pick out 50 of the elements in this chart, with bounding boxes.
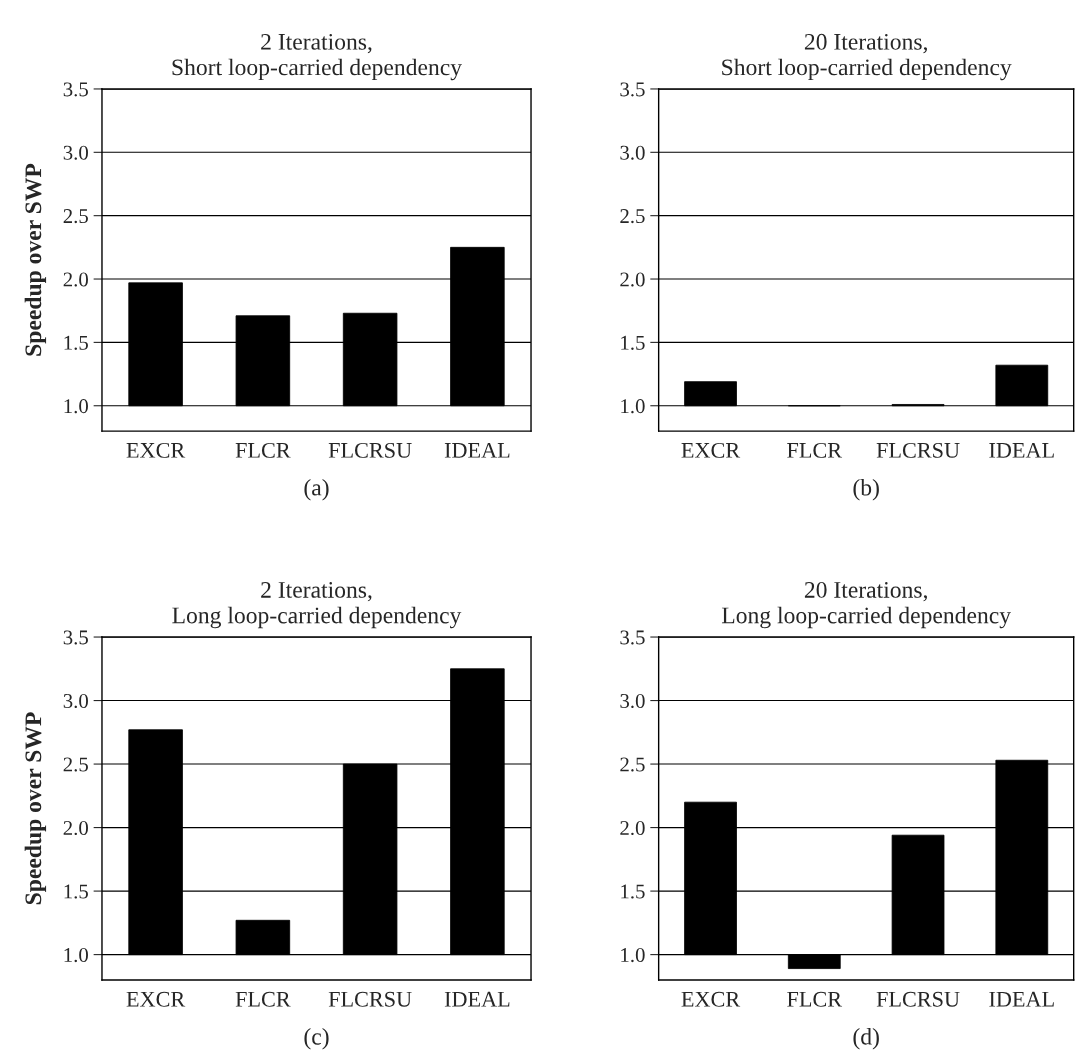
x-tick-label: EXCR xyxy=(126,991,186,1007)
y-tick-label: 3.5 xyxy=(63,82,88,97)
chart-title: 20 Iterations, Short loop-carried dependency xyxy=(722,33,1012,81)
x-tick-label: FLCRSU xyxy=(876,442,960,458)
x-tick-label: IDEAL xyxy=(989,442,1054,458)
y-tick-label: 2.5 xyxy=(63,757,88,772)
x-tick-label: FLCR xyxy=(787,442,843,458)
y-axis-title: Speedup over SWP xyxy=(24,712,47,905)
chart-title: 20 Iterations, Long loop-carried dependency xyxy=(721,581,1011,629)
y-tick-label: 2.0 xyxy=(620,820,645,836)
y-tick-label: 1.0 xyxy=(64,399,88,414)
x-tick-label: EXCR xyxy=(681,991,741,1007)
x-tick-label: EXCR xyxy=(681,442,741,458)
x-tick-label: IDEAL xyxy=(444,442,510,458)
y-tick-label: 1.0 xyxy=(621,399,645,414)
x-tick-label: FLCRSU xyxy=(328,991,412,1007)
text: (b) xyxy=(853,478,879,501)
y-tick-label: 1.5 xyxy=(621,884,645,899)
y-tick-label: 1.5 xyxy=(621,335,645,350)
y-tick-label: 3.0 xyxy=(63,693,88,709)
chart-title: 2 Iterations, Long loop-carried dependency xyxy=(172,582,462,629)
x-tick-label: FLCRSU xyxy=(328,442,412,458)
y-tick-label: 2.5 xyxy=(63,209,88,224)
y-tick-label: 2.0 xyxy=(63,820,88,836)
x-tick-label: IDEAL xyxy=(444,991,510,1007)
y-tick-label: 3.0 xyxy=(620,693,645,709)
y-tick-label: 1.5 xyxy=(64,884,88,899)
y-tick-label: 2.0 xyxy=(620,272,645,287)
y-tick-label: 2.0 xyxy=(63,272,88,287)
x-tick-label: FLCR xyxy=(235,991,291,1007)
y-tick-label: 3.0 xyxy=(63,145,88,160)
x-tick-label: FLCR xyxy=(787,991,843,1007)
x-tick-label: FLCRSU xyxy=(876,991,960,1007)
x-tick-label: IDEAL xyxy=(989,991,1054,1007)
y-tick-label: 3.5 xyxy=(620,82,645,97)
text: (a) xyxy=(304,478,329,501)
y-tick-label: 1.0 xyxy=(621,947,645,963)
y-axis-title: Speedup over SWP xyxy=(24,163,47,356)
y-tick-label: 2.5 xyxy=(620,209,645,224)
y-tick-label: 1.5 xyxy=(64,335,88,350)
chart-title: 2 Iterations, Short loop-carried dependency xyxy=(172,33,462,81)
x-tick-label: FLCR xyxy=(235,442,291,458)
y-tick-label: 3.5 xyxy=(620,630,645,645)
y-tick-label: 3.0 xyxy=(620,145,645,160)
y-tick-label: 2.5 xyxy=(620,757,645,772)
text: (c) xyxy=(304,1028,329,1050)
text: (d) xyxy=(853,1028,879,1050)
y-tick-label: 3.5 xyxy=(63,630,88,645)
y-tick-label: 1.0 xyxy=(64,947,88,963)
x-tick-label: EXCR xyxy=(126,442,186,458)
